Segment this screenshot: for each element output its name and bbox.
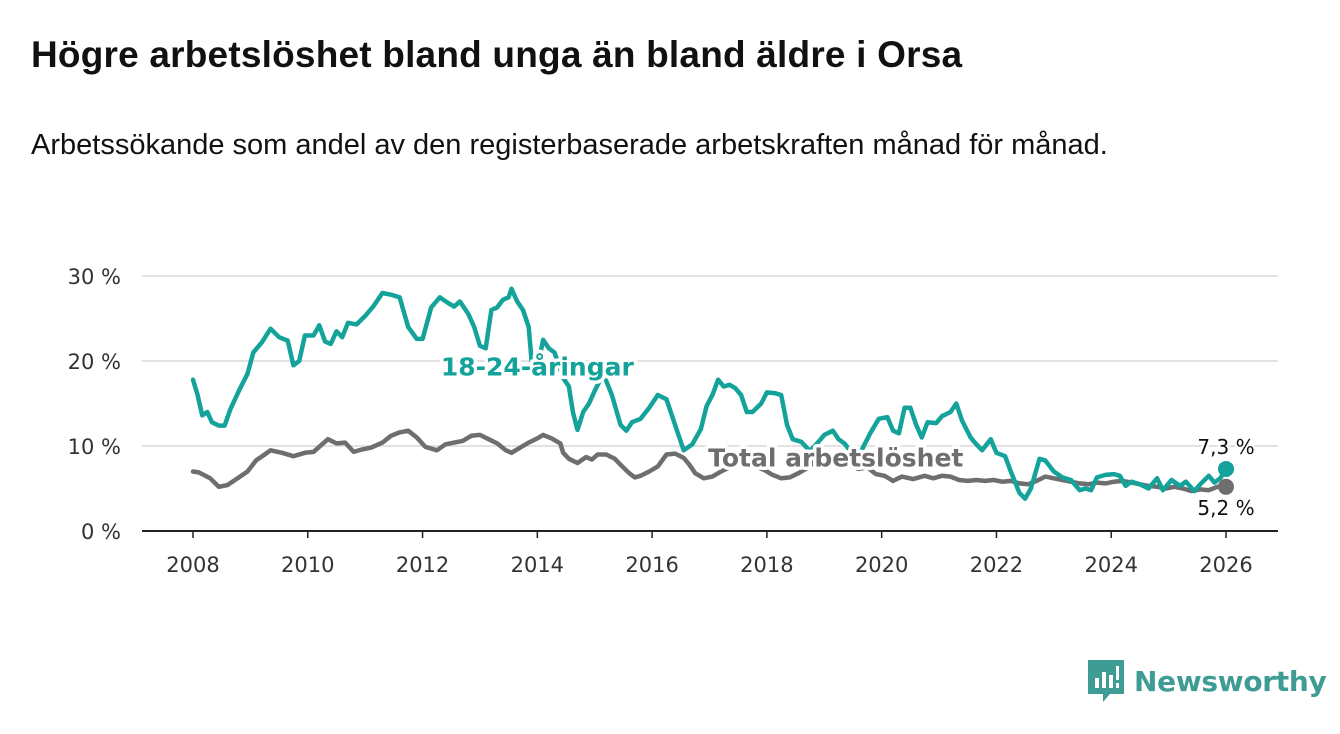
y-axis: 0 % 10 % 20 % 30 % [68,265,121,544]
x-tick-label: 2020 [855,553,908,577]
series-lines [190,286,1229,501]
end-point-18-24-ringar [1218,460,1234,477]
end-point-total-arbetsl-shet [1218,478,1234,495]
x-tick-label: 2024 [1084,553,1137,577]
y-tick-label: 20 % [68,350,121,374]
x-tick-label: 2014 [511,553,564,577]
series-label-total-arbetsl-shet: Total arbetslöshet [708,443,963,472]
brand-name: Newsworthy [1134,664,1327,698]
x-tick-label: 2026 [1199,553,1252,577]
end-value-label: 5,2 % [1197,496,1254,520]
chart-subtitle: Arbetssökande som andel av den registerb… [31,129,1108,161]
series-label-18-24-ringar: 18-24-åringar [441,352,635,381]
y-tick-label: 0 % [81,520,121,544]
x-tick-label: 2010 [281,553,334,577]
end-value-label: 7,3 % [1197,435,1254,459]
y-tick-label: 10 % [68,435,121,459]
x-tick-label: 2008 [166,553,219,577]
y-tick-label: 30 % [68,265,121,289]
series-labels: 18-24-åringar Total arbetslöshet [437,349,967,476]
gridlines [142,275,1278,532]
x-tick-label: 2022 [970,553,1023,577]
newsworthy-icon [1088,660,1124,702]
x-tick-label: 2018 [740,553,793,577]
x-axis: 2008 2010 2012 2014 2016 2018 2020 2022 2024 2026 [166,531,1253,577]
brand-logo[interactable]: Newsworthy [1088,660,1327,702]
series-line-total-arbetsl-shet [190,428,1229,494]
chart-title: Högre arbetslöshet bland unga än bland ä… [31,34,963,75]
x-tick-label: 2012 [396,553,449,577]
end-markers: 5,2 % 7,3 % [1195,432,1257,522]
series-line-18-24-ringar [190,286,1229,501]
x-tick-label: 2016 [625,553,678,577]
